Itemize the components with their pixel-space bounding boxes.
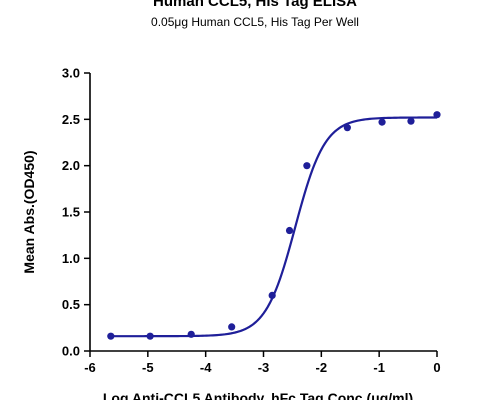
data-points [107,111,441,340]
fit-curve [110,116,438,338]
x-tick-label: 0 [433,360,440,375]
chart-subtitle: 0.05μg Human CCL5, His Tag Per Well [151,15,359,29]
y-tick-label: 3.0 [62,66,80,81]
data-point [303,162,311,170]
data-point [146,332,154,340]
y-tick-label: 2.5 [62,112,80,127]
data-point [433,111,441,119]
data-point [285,226,294,235]
data-point [407,117,415,125]
x-tick-label: -5 [142,360,154,375]
data-point [107,332,115,340]
data-point [187,330,195,338]
chart-title: Human CCL5, His Tag ELISA [153,0,357,10]
data-point [343,124,351,132]
y-tick-label: 2.0 [62,158,80,173]
x-axis-label: Log Anti-CCL5 Antibody, hFc Tag Conc.(μg… [103,390,413,400]
y-tick-label: 1.5 [62,205,80,220]
x-tick-label: -2 [316,360,328,375]
data-point [268,291,276,299]
x-tick-label: -6 [84,360,96,375]
x-tick-label: -4 [200,360,212,375]
y-tick-label: 1.0 [62,251,80,266]
data-point [228,323,236,331]
y-axis-label: Mean Abs.(OD450) [21,150,37,273]
data-point [378,118,386,126]
x-tick-label: -3 [258,360,270,375]
y-tick-label: 0.5 [62,297,80,312]
axes [89,73,437,352]
y-tick-label: 0.0 [62,344,80,359]
x-tick-label: -1 [373,360,385,375]
ticks: -6 -5 -4 -3 -2 -1 0 0.0 0.5 1.0 1.5 2.0 2.5 3.0 [62,66,441,376]
